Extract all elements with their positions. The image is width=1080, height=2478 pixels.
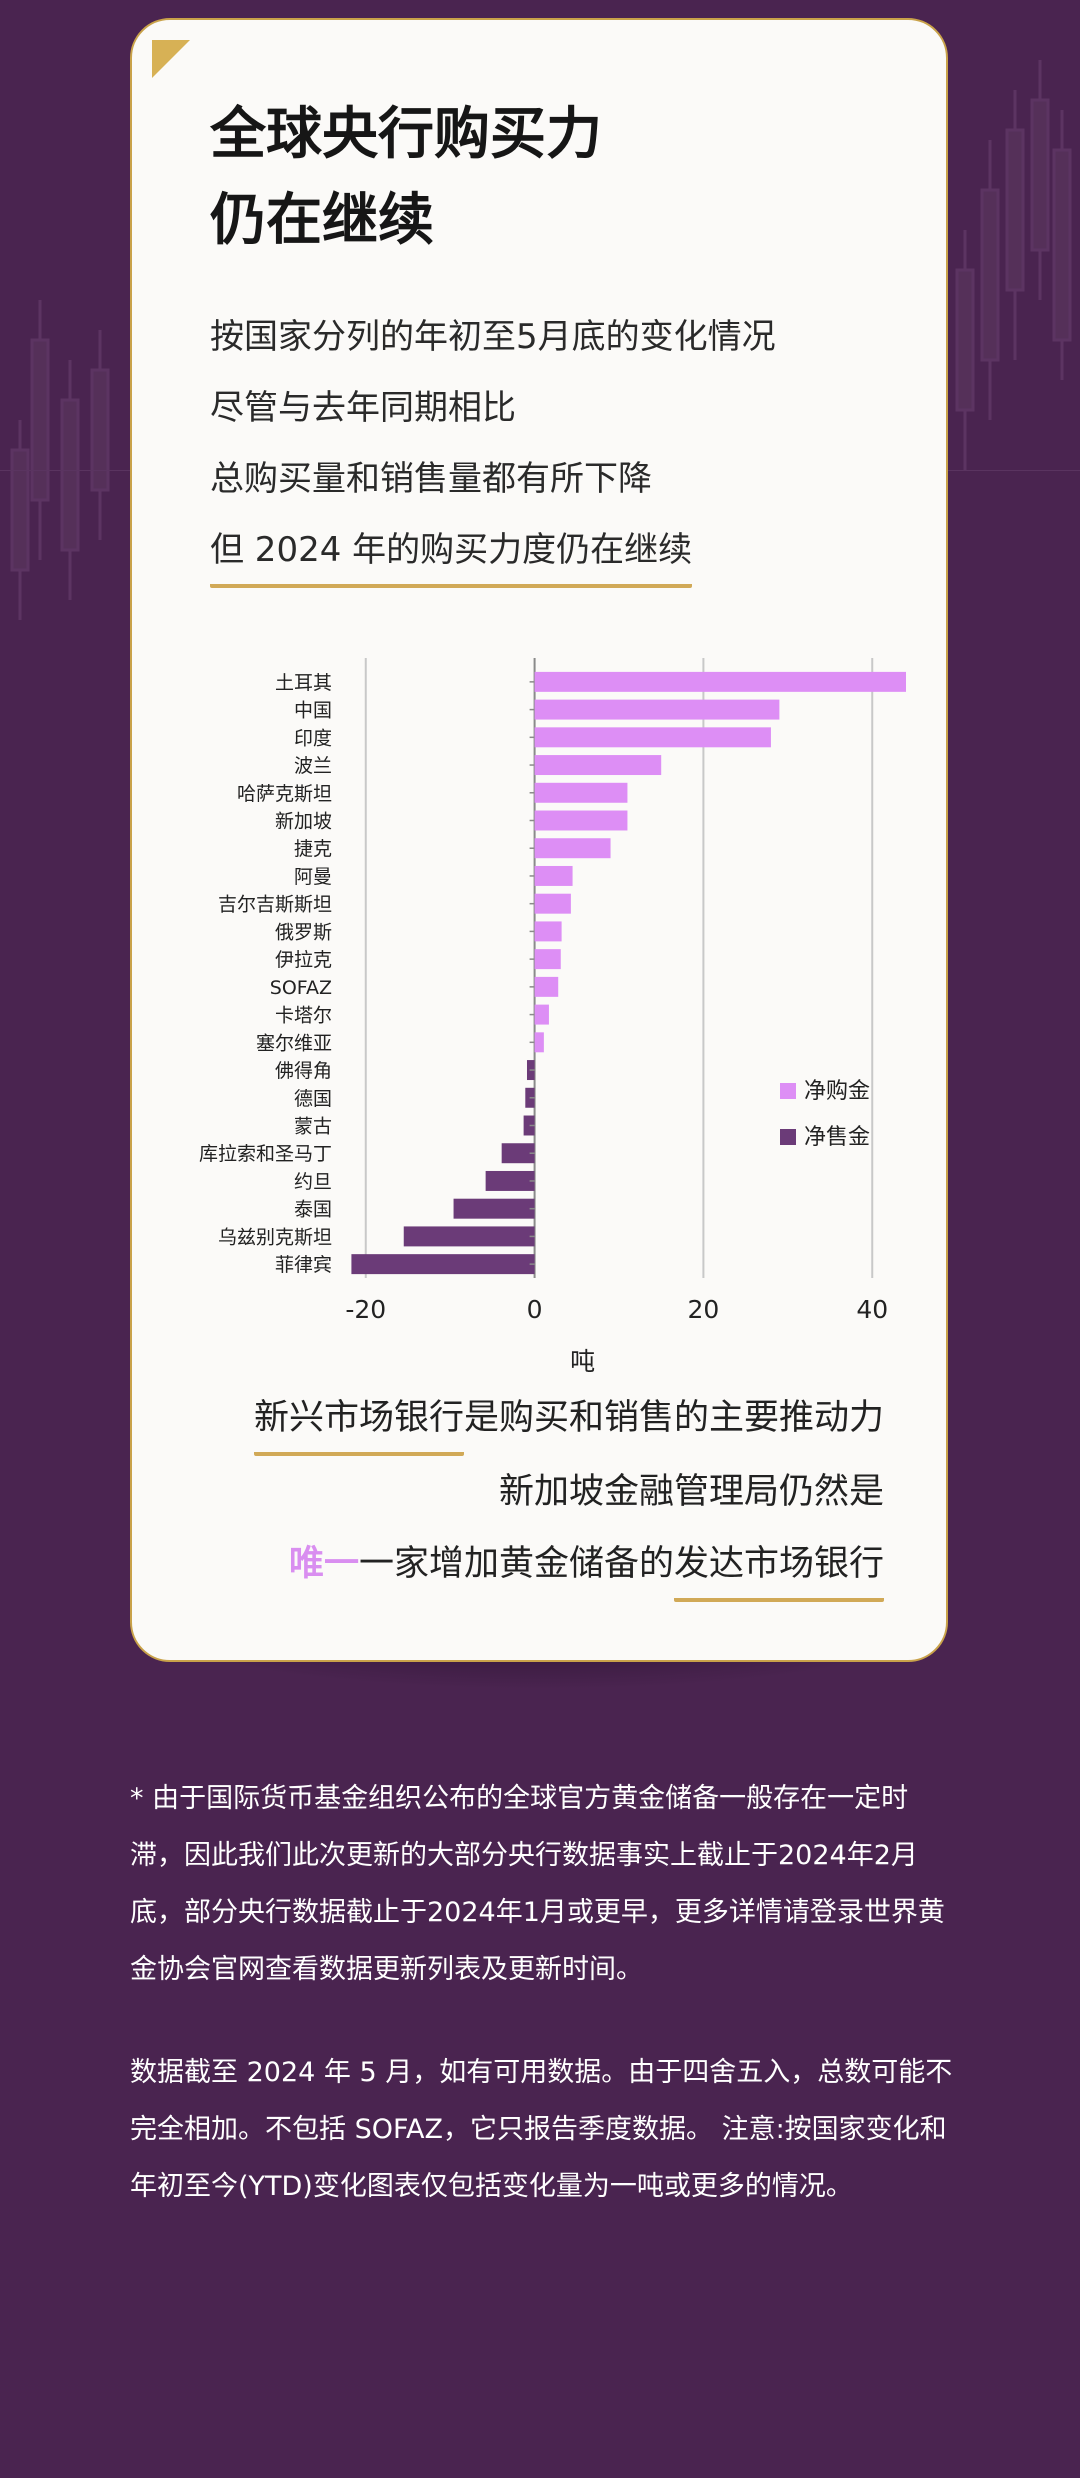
outro-line-1-rest: 是购买和销售的主要推动力 (463, 1398, 884, 1438)
footnote-2: 数据截至 2024 年 5 月，如有可用数据。由于四舍五入，总数可能不完全相加。… (130, 2057, 953, 2202)
outro-only-highlight: 唯一 (288, 1544, 359, 1584)
bar (534, 921, 562, 942)
intro-line-4-underlined: 但 2024 年的购买力度仍在继续 (210, 515, 693, 588)
x-axis-label: 吨 (570, 1347, 595, 1376)
intro-line-3: 总购买量和销售量都有所下降 (210, 459, 652, 499)
bar (534, 727, 771, 748)
outro-line-3-middle: 一家增加黄金储备的 (358, 1544, 674, 1584)
bar (534, 1032, 544, 1053)
category-label: 捷克 (294, 838, 332, 860)
bar (534, 671, 906, 692)
bar (501, 1143, 535, 1164)
page-title: 全球央行购买力 仍在继续 (210, 92, 602, 264)
bar (534, 976, 559, 997)
bar (534, 810, 628, 831)
background-candlestick-decoration (0, 60, 1080, 620)
category-label: 波兰 (294, 755, 332, 777)
bar (534, 755, 662, 776)
category-label: 吉尔吉斯斯坦 (218, 894, 332, 916)
x-tick-label: -20 (345, 1295, 386, 1324)
bar (534, 699, 780, 720)
category-label: 土耳其 (275, 672, 332, 694)
category-label: 俄罗斯 (275, 921, 332, 943)
category-label: 菲律宾 (275, 1254, 332, 1276)
outro-developed-markets: 发达市场银行 (673, 1528, 884, 1602)
outro-line-2: 新加坡金融管理局仍然是 (498, 1472, 884, 1512)
category-label: 中国 (294, 700, 332, 722)
category-label: 塞尔维亚 (256, 1032, 332, 1054)
intro-text: 按国家分列的年初至5月底的变化情况 尽管与去年同期相比 总购买量和销售量都有所下… (210, 302, 776, 588)
category-label: 佛得角 (275, 1060, 332, 1082)
content-card: 全球央行购买力 仍在继续 按国家分列的年初至5月底的变化情况 尽管与去年同期相比… (130, 18, 948, 1662)
outro-line-1: 新兴市场银行是购买和销售的主要推动力 (253, 1382, 884, 1456)
bar (485, 1170, 535, 1191)
category-label: 印度 (294, 727, 332, 749)
outro-line-3: 唯一一家增加黄金储备的发达市场银行 (254, 1528, 884, 1602)
legend-label: 净售金 (804, 1125, 870, 1150)
category-label: 乌兹别克斯坦 (218, 1226, 332, 1248)
outro-emerging-markets: 新兴市场银行 (253, 1382, 464, 1456)
outro-text: 新兴市场银行是购买和销售的主要推动力 新加坡金融管理局仍然是 唯一一家增加黄金储… (253, 1382, 884, 1602)
x-tick-label: 0 (527, 1295, 543, 1324)
intro-line-4: 但 2024 年的购买力度仍在继续 (210, 515, 776, 588)
category-label: 泰国 (294, 1199, 332, 1221)
category-label: 新加坡 (275, 811, 332, 833)
category-label: 库拉索和圣马丁 (199, 1143, 332, 1165)
category-label: 哈萨克斯坦 (237, 783, 332, 805)
x-tick-label: 20 (688, 1295, 720, 1324)
category-label: 约旦 (294, 1171, 332, 1193)
footnotes: * 由于国际货币基金组织公布的全球官方黄金储备一般存在一定时滞，因此我们此次更新… (130, 1770, 960, 2215)
category-label: 德国 (294, 1088, 332, 1110)
bar-chart: 土耳其中国印度波兰哈萨克斯坦新加坡捷克阿曼吉尔吉斯斯坦俄罗斯伊拉克 SOFAZ 卡塔… (132, 640, 950, 1400)
bar (534, 782, 628, 803)
bar (534, 893, 571, 914)
intro-line-2: 尽管与去年同期相比 (210, 388, 516, 428)
bar (351, 1254, 535, 1275)
legend-swatch (780, 1129, 796, 1145)
category-label: 阿曼 (294, 866, 332, 888)
bar (534, 838, 611, 859)
x-tick-label: 40 (856, 1295, 888, 1324)
bar (453, 1198, 535, 1219)
bar (523, 1115, 535, 1136)
title-line-1: 全球央行购买力 (210, 102, 602, 167)
bar (534, 949, 561, 970)
corner-triangle-decoration (152, 40, 190, 78)
bar (403, 1226, 535, 1247)
intro-line-1: 按国家分列的年初至5月底的变化情况 (210, 317, 776, 357)
bar (534, 1004, 549, 1025)
bar (534, 865, 573, 886)
category-label: 伊拉克 (275, 949, 332, 971)
title-line-2: 仍在继续 (210, 188, 434, 253)
category-label: 蒙古 (294, 1116, 332, 1138)
category-label: 卡塔尔 (275, 1005, 332, 1027)
legend-swatch (780, 1083, 796, 1099)
category-label: SOFAZ (270, 977, 332, 999)
footnote-1: * 由于国际货币基金组织公布的全球官方黄金储备一般存在一定时滞，因此我们此次更新… (130, 1783, 945, 1985)
legend-label: 净购金 (804, 1079, 870, 1104)
